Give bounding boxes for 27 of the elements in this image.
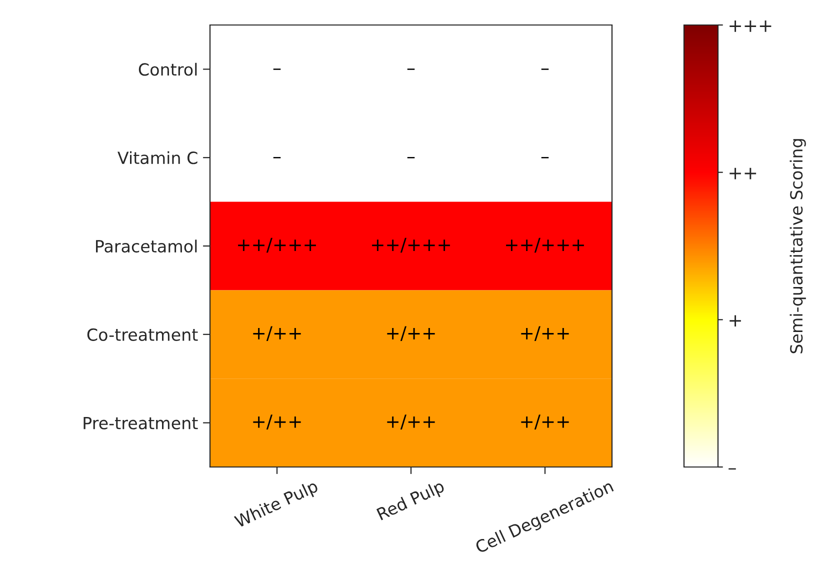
y-tick-label: Vitamin C: [118, 151, 198, 164]
data-label: ++/+++: [238, 238, 316, 253]
y-tick-label: Control: [138, 62, 197, 76]
data-label: +/++: [253, 326, 301, 342]
data-label: ++/+++: [372, 238, 450, 253]
x-tick-label: Red Pulp: [376, 479, 446, 524]
data-label: –: [541, 157, 549, 158]
y-tick-label: Pre-treatment: [84, 416, 198, 430]
y-tick-label: Paracetamol: [96, 240, 197, 253]
data-label: +/++: [387, 414, 435, 430]
data-label: +/++: [253, 414, 301, 430]
data-label: +/++: [387, 326, 435, 342]
color-bar-label: +: [730, 315, 741, 327]
color-bar-label: ++: [730, 168, 756, 180]
data-label: –: [273, 157, 281, 158]
color-bar-label: –: [728, 468, 736, 470]
data-label: –: [407, 157, 415, 158]
y-tick-label: Co-treatment: [87, 328, 198, 341]
data-label: +/++: [521, 414, 569, 430]
data-label: +/++: [521, 326, 569, 342]
color-bar-label: +++: [730, 20, 772, 32]
data-label: ++/+++: [506, 238, 584, 253]
color-bar-title: Semi-quantitative Scoring: [790, 139, 806, 354]
data-label: –: [541, 68, 549, 70]
data-label: –: [407, 68, 415, 70]
x-tick-label: White Pulp: [234, 479, 320, 531]
data-label: –: [273, 68, 281, 70]
